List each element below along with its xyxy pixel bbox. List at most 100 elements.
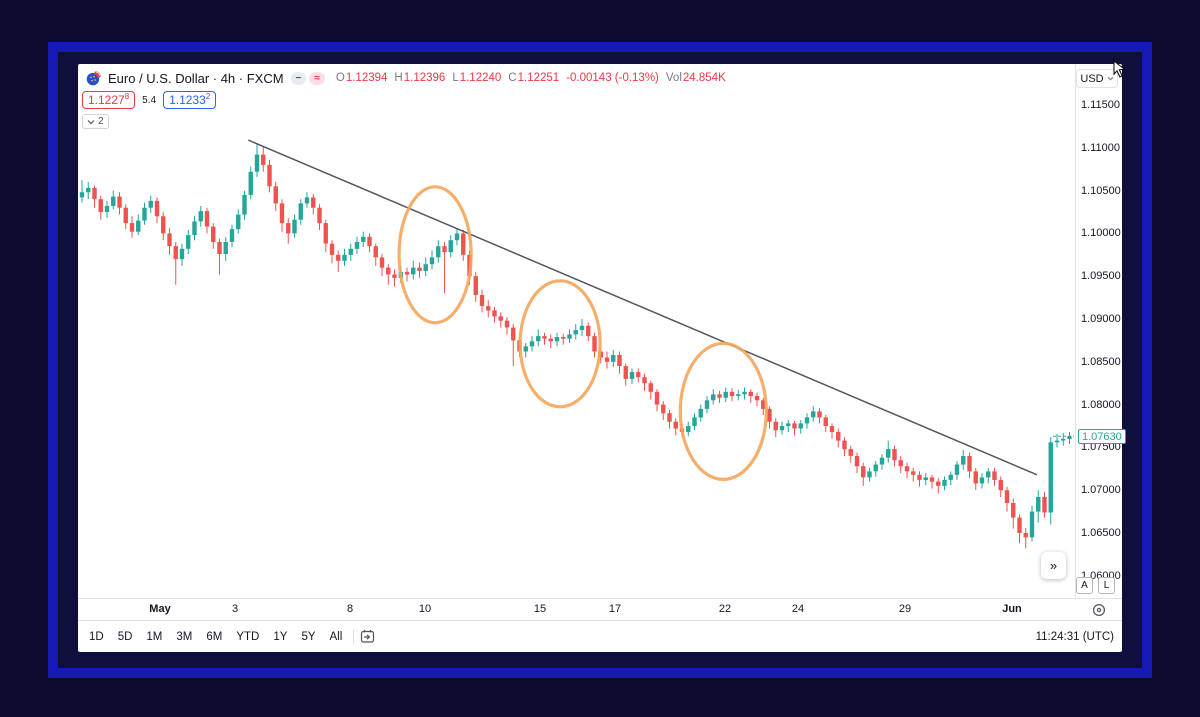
candle-body <box>1004 490 1010 503</box>
candle-body <box>123 207 128 224</box>
candle-body <box>492 310 497 317</box>
open-label: O <box>335 72 345 84</box>
candle-body <box>661 404 666 414</box>
candle-body <box>1036 497 1041 512</box>
candle-body <box>129 223 135 232</box>
toolbar-divider <box>353 628 355 645</box>
candle-body <box>386 267 391 275</box>
candle-body <box>361 236 366 242</box>
candle-body <box>561 337 566 339</box>
candle-body <box>192 221 197 236</box>
candle-body <box>142 207 147 221</box>
candle-body <box>717 394 722 398</box>
range-button-5D[interactable]: 5D <box>117 630 133 643</box>
candle-body <box>711 394 716 401</box>
log-scale-button[interactable]: L <box>1098 577 1115 594</box>
candle-body <box>304 197 310 204</box>
time-tick: 8 <box>346 603 354 615</box>
open-value: 1.12394 <box>345 72 388 84</box>
time-axis[interactable]: May 3 8 10 15 17 22 24 29 Jun <box>78 598 1122 620</box>
delisted-icon: − <box>290 71 307 85</box>
legend-collapse-button[interactable]: 2 <box>82 114 109 129</box>
candle-body <box>104 206 110 212</box>
go-to-date-icon[interactable] <box>360 629 376 644</box>
range-button-All[interactable]: All <box>329 630 343 643</box>
bid-ask-row: 1.1227 8 5.4 1.1233 2 <box>82 91 217 109</box>
candle-body <box>1054 440 1060 443</box>
timezone-settings-icon[interactable] <box>1092 603 1106 617</box>
candle-body <box>623 366 628 379</box>
server-clock[interactable]: 11:24:31 (UTC) <box>1035 630 1114 643</box>
price-tick: 1.08500 <box>1081 356 1121 368</box>
time-tick: 10 <box>418 603 432 615</box>
range-button-1M[interactable]: 1M <box>146 630 163 643</box>
candle-body <box>1067 436 1072 439</box>
candle-body <box>748 391 753 397</box>
time-tick: May <box>149 603 171 615</box>
price-tick: 1.07500 <box>1081 441 1121 453</box>
candle-body <box>642 377 647 384</box>
price-tick: 1.11500 <box>1081 99 1120 111</box>
candle-body <box>504 320 510 328</box>
candle-body <box>1048 442 1053 513</box>
candle-body <box>417 267 422 271</box>
candlestick-chart[interactable] <box>78 64 1075 598</box>
price-axis[interactable]: 1.11500 1.11000 1.10500 1.10000 1.09500 1.090… <box>1075 64 1122 598</box>
candle-body <box>786 423 791 426</box>
ask-price-button[interactable]: 1.1233 2 <box>163 91 217 109</box>
candle-body <box>342 254 347 261</box>
candle-body <box>267 164 272 187</box>
candle-body <box>548 338 553 342</box>
candle-body <box>836 432 841 441</box>
restore-panel-button[interactable]: » <box>1041 552 1066 579</box>
candle-body <box>998 479 1003 491</box>
range-button-5Y[interactable]: 5Y <box>301 630 316 643</box>
range-button-YTD[interactable]: YTD <box>236 630 260 643</box>
candle-body <box>1042 497 1047 513</box>
candle-body <box>111 196 116 206</box>
candle-body <box>242 194 247 215</box>
price-tick: 1.11000 <box>1081 142 1120 154</box>
candle-body <box>211 226 216 242</box>
range-button-1D[interactable]: 1D <box>89 630 104 643</box>
candle-body <box>173 246 178 259</box>
currency-dropdown[interactable]: USD <box>1076 69 1118 88</box>
chart-legend-header: Euro / U.S. Dollar · 4h · FXCM − ≈ O 1.12… <box>86 68 726 88</box>
price-tick: 1.06500 <box>1081 527 1121 539</box>
range-button-3M[interactable]: 3M <box>176 630 193 643</box>
candle-body <box>423 264 428 271</box>
candle-body <box>961 456 966 465</box>
auto-scale-button[interactable]: A <box>1076 577 1093 594</box>
candle-body <box>461 233 466 255</box>
candle-body <box>873 464 878 472</box>
change-value: -0.00143 (-0.13%) <box>566 72 659 84</box>
candle-body <box>767 408 772 422</box>
mouse-cursor <box>1113 60 1126 78</box>
candle-body <box>992 471 997 480</box>
symbol-title[interactable]: Euro / U.S. Dollar · 4h · FXCM <box>108 70 284 86</box>
candle-body <box>817 411 822 418</box>
eurusd-pair-icon <box>86 70 101 85</box>
range-button-1Y[interactable]: 1Y <box>273 630 288 643</box>
price-tick: 1.10500 <box>1081 185 1121 197</box>
candle-body <box>511 327 516 341</box>
range-button-6M[interactable]: 6M <box>206 630 223 643</box>
candle-body <box>967 456 972 472</box>
candle-body <box>261 154 266 165</box>
volume-label: Vol <box>665 72 682 84</box>
candle-body <box>898 460 903 467</box>
candle-body <box>554 337 560 342</box>
bid-price-button[interactable]: 1.1227 8 <box>82 91 136 109</box>
tradingview-chart-panel: Euro / U.S. Dollar · 4h · FXCM − ≈ O 1.12… <box>78 64 1126 652</box>
candle-body <box>179 248 185 260</box>
close-label: C <box>508 72 517 84</box>
highlight-ellipse <box>518 279 602 409</box>
candle-body <box>486 306 491 311</box>
candle-body <box>298 203 303 220</box>
candle-body <box>311 197 316 208</box>
candle-body <box>848 449 853 456</box>
price-tick: 1.09000 <box>1081 313 1121 325</box>
candle-body <box>436 246 441 258</box>
candle-body <box>404 271 410 275</box>
